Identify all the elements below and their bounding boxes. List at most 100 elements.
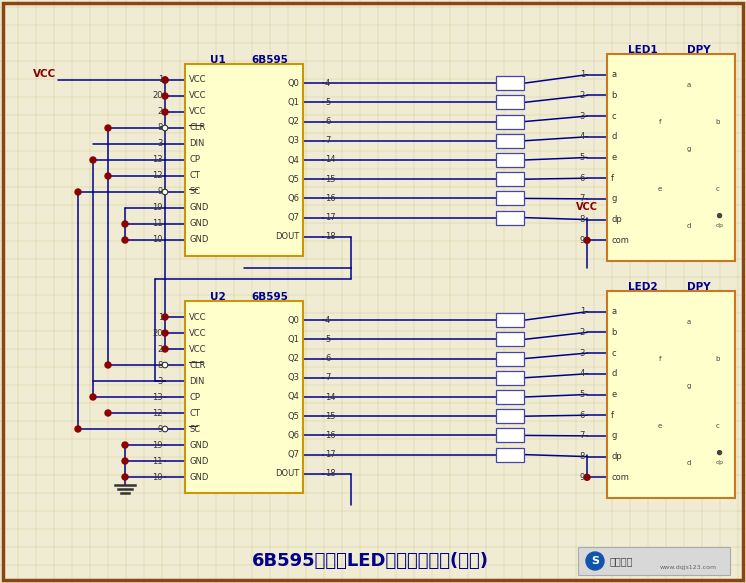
Text: com: com xyxy=(611,236,629,245)
Text: DOUT: DOUT xyxy=(275,469,299,478)
Text: 14: 14 xyxy=(325,156,336,164)
Text: Q2: Q2 xyxy=(287,354,299,363)
Text: c: c xyxy=(715,423,719,429)
Bar xyxy=(496,210,524,224)
Text: CT: CT xyxy=(189,171,200,181)
Bar xyxy=(496,429,524,442)
Text: f: f xyxy=(659,356,662,363)
Text: 1: 1 xyxy=(157,312,163,321)
Circle shape xyxy=(584,237,590,243)
Text: Q1: Q1 xyxy=(287,98,299,107)
Text: Q7: Q7 xyxy=(287,213,299,222)
Text: S: S xyxy=(591,556,599,566)
Bar xyxy=(496,153,524,167)
Bar xyxy=(496,173,524,186)
Text: 14: 14 xyxy=(325,392,336,402)
Text: 2: 2 xyxy=(157,345,163,353)
Text: 8: 8 xyxy=(580,452,585,461)
Bar xyxy=(496,313,524,327)
Bar xyxy=(496,371,524,385)
Bar xyxy=(496,115,524,128)
Text: 5: 5 xyxy=(580,390,585,399)
Bar xyxy=(496,134,524,147)
Text: 16: 16 xyxy=(325,431,336,440)
Text: d: d xyxy=(611,132,616,141)
Text: CT: CT xyxy=(189,409,200,417)
Text: b: b xyxy=(715,120,720,125)
Circle shape xyxy=(584,475,590,480)
Text: Q6: Q6 xyxy=(287,194,299,203)
Text: 2: 2 xyxy=(580,328,585,337)
Circle shape xyxy=(105,173,111,179)
Text: 19: 19 xyxy=(152,441,163,449)
Text: CP: CP xyxy=(189,392,200,402)
Text: 6: 6 xyxy=(580,174,585,182)
Circle shape xyxy=(162,362,168,368)
Text: c: c xyxy=(611,349,615,357)
Text: b: b xyxy=(611,328,616,337)
Bar xyxy=(496,390,524,404)
Text: Q3: Q3 xyxy=(287,136,299,145)
Text: a: a xyxy=(686,82,691,88)
Circle shape xyxy=(162,346,168,352)
Text: 17: 17 xyxy=(325,213,336,222)
Text: 1: 1 xyxy=(580,307,585,316)
Text: 5: 5 xyxy=(325,335,330,344)
Circle shape xyxy=(586,552,604,570)
Text: b: b xyxy=(611,91,616,100)
Text: 10: 10 xyxy=(152,472,163,482)
Bar xyxy=(607,291,735,498)
Circle shape xyxy=(162,330,168,336)
Text: SC: SC xyxy=(189,188,200,196)
Text: VCC: VCC xyxy=(576,202,598,212)
Text: d: d xyxy=(686,459,691,466)
Text: c: c xyxy=(611,111,615,121)
Circle shape xyxy=(75,189,81,195)
Text: 12: 12 xyxy=(152,171,163,181)
Text: g: g xyxy=(611,431,616,440)
Bar xyxy=(496,448,524,462)
Text: 20: 20 xyxy=(152,328,163,338)
Text: Q4: Q4 xyxy=(287,156,299,164)
Text: 20: 20 xyxy=(152,92,163,100)
Text: GND: GND xyxy=(189,236,208,244)
Text: CLR: CLR xyxy=(189,124,205,132)
Bar xyxy=(496,96,524,109)
Text: 13: 13 xyxy=(152,392,163,402)
Text: 7: 7 xyxy=(580,431,585,440)
Text: GND: GND xyxy=(189,472,208,482)
Text: GND: GND xyxy=(189,456,208,465)
Text: Q0: Q0 xyxy=(287,316,299,325)
Text: Q5: Q5 xyxy=(287,412,299,421)
Text: f: f xyxy=(659,120,662,125)
Text: 8: 8 xyxy=(580,215,585,224)
Text: VCC: VCC xyxy=(33,69,56,79)
Text: DPY: DPY xyxy=(687,45,711,55)
Text: 1: 1 xyxy=(580,70,585,79)
Text: 4: 4 xyxy=(580,369,585,378)
Text: 6: 6 xyxy=(580,410,585,420)
Text: 电工天下: 电工天下 xyxy=(610,556,633,566)
Text: 15: 15 xyxy=(325,175,336,184)
Text: SC: SC xyxy=(189,424,200,434)
Text: U1: U1 xyxy=(210,55,226,65)
Text: VCC: VCC xyxy=(189,345,207,353)
Circle shape xyxy=(122,237,128,243)
Text: 11: 11 xyxy=(152,456,163,465)
Text: 3: 3 xyxy=(580,349,585,357)
Text: 6: 6 xyxy=(325,117,330,126)
Text: g: g xyxy=(686,146,691,152)
Text: c: c xyxy=(715,185,719,191)
Text: d: d xyxy=(686,223,691,229)
Text: CP: CP xyxy=(189,156,200,164)
Text: dp: dp xyxy=(715,459,724,465)
Circle shape xyxy=(162,314,168,320)
Text: DOUT: DOUT xyxy=(275,232,299,241)
Bar xyxy=(496,352,524,366)
Text: 7: 7 xyxy=(325,136,330,145)
Text: GND: GND xyxy=(189,220,208,229)
Text: 15: 15 xyxy=(325,412,336,421)
Text: dp: dp xyxy=(611,215,621,224)
Text: GND: GND xyxy=(189,441,208,449)
Text: dp: dp xyxy=(715,223,724,227)
